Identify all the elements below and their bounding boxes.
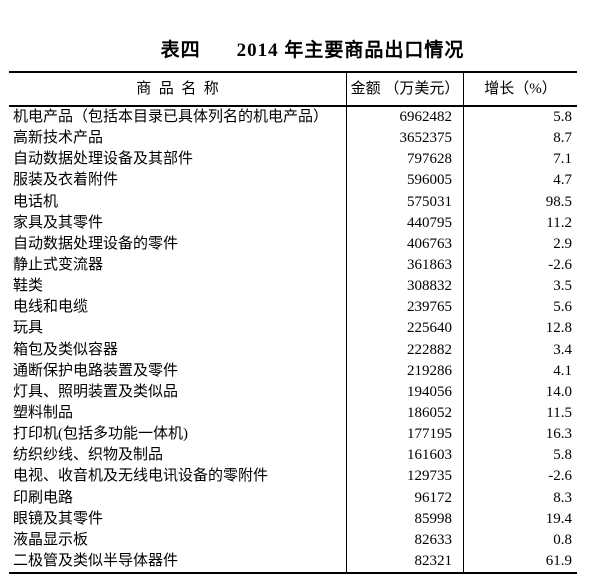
commodity-name-cell: 电话机 [9, 191, 347, 213]
table-row: 液晶显示板 82633 0.8 [9, 529, 577, 551]
amount-cell: 6962482 [347, 107, 464, 129]
table-title: 表四 2014 年主要商品出口情况 [0, 13, 602, 84]
header-amount: 金额 （万美元） [347, 73, 464, 105]
amount-cell: 596005 [347, 170, 464, 192]
table-row: 机电产品（包括本目录已具体列名的机电产品） 6962482 5.8 [9, 107, 577, 129]
commodity-name-cell: 静止式变流器 [9, 254, 347, 277]
amount-cell: 797628 [347, 149, 464, 171]
commodity-name-cell: 通断保护电路装置及零件 [9, 360, 347, 382]
amount-cell: 225640 [347, 318, 464, 340]
growth-cell: 19.4 [545, 510, 572, 527]
amount-cell: 129735 [347, 466, 464, 488]
table-row: 鞋类 308832 3.5 [9, 276, 577, 298]
growth-cell: 12.8 [545, 320, 572, 337]
growth-cell: 8.7 [553, 130, 572, 147]
commodity-name-cell: 服装及衣着附件 [9, 170, 347, 192]
header-commodity-name: 商 品 名 称 [9, 73, 347, 105]
table-row: 二极管及类似半导体器件 82321 61.9 [9, 550, 577, 573]
commodity-name-cell: 高新技术产品 [9, 128, 347, 150]
commodity-name-cell: 眼镜及其零件 [9, 508, 347, 530]
growth-cell: 5.6 [553, 299, 572, 316]
amount-cell: 161603 [347, 445, 464, 467]
table-row: 塑料制品 186052 11.5 [9, 402, 577, 425]
table-number-label: 表四 [160, 40, 201, 61]
commodity-name-cell: 二极管及类似半导体器件 [9, 550, 347, 573]
table-body: 机电产品（包括本目录已具体列名的机电产品） 6962482 5.8 高新技术产品… [9, 107, 577, 573]
table-row: 印刷电路 96172 8.3 [9, 487, 577, 509]
commodity-name-cell: 箱包及类似容器 [9, 339, 347, 361]
growth-cell: 61.9 [545, 553, 572, 570]
table-row: 灯具、照明装置及类似品 194056 14.0 [9, 381, 577, 403]
amount-cell: 3652375 [347, 128, 464, 150]
commodity-name-cell: 鞋类 [9, 276, 347, 298]
commodity-name-cell: 纺织纱线、织物及制品 [9, 445, 347, 467]
amount-cell: 406763 [347, 233, 464, 255]
table-header-row: 商 品 名 称 金额 （万美元） 增长（%） [9, 73, 577, 107]
commodity-name-cell: 玩具 [9, 318, 347, 340]
amount-cell: 239765 [347, 297, 464, 319]
amount-cell: 96172 [347, 487, 464, 509]
growth-cell: -2.6 [548, 468, 572, 485]
table-title-text: 2014 年主要商品出口情况 [236, 40, 465, 61]
growth-cell: 98.5 [545, 193, 572, 210]
table-row: 家具及其零件 440795 11.2 [9, 212, 577, 234]
table-row: 高新技术产品 3652375 8.7 [9, 128, 577, 150]
amount-cell: 222882 [347, 339, 464, 361]
growth-cell: 16.3 [545, 426, 572, 443]
commodity-name-cell: 液晶显示板 [9, 529, 347, 551]
growth-cell: 11.5 [546, 405, 572, 422]
commodity-name-cell: 打印机(包括多功能一体机) [9, 424, 347, 446]
growth-cell: 3.5 [553, 278, 572, 295]
table-row: 电视、收音机及无线电讯设备的零附件 129735 -2.6 [9, 466, 577, 488]
commodity-name-cell: 自动数据处理设备的零件 [9, 233, 347, 255]
table-row: 电话机 575031 98.5 [9, 191, 577, 213]
growth-cell: 8.3 [553, 489, 572, 506]
amount-cell: 85998 [347, 508, 464, 530]
amount-cell: 82633 [347, 529, 464, 551]
table-row: 自动数据处理设备及其部件 797628 7.1 [9, 149, 577, 171]
growth-cell: 3.4 [553, 341, 572, 358]
commodity-name-cell: 塑料制品 [9, 402, 347, 425]
table-row: 自动数据处理设备的零件 406763 2.9 [9, 233, 577, 255]
growth-cell: 0.8 [553, 531, 572, 548]
amount-cell: 194056 [347, 381, 464, 403]
amount-cell: 219286 [347, 360, 464, 382]
table-row: 箱包及类似容器 222882 3.4 [9, 339, 577, 361]
amount-cell: 575031 [347, 191, 464, 213]
growth-cell: 7.1 [553, 151, 572, 168]
export-commodities-table: 商 品 名 称 金额 （万美元） 增长（%） 机电产品（包括本目录已具体列名的机… [9, 71, 577, 574]
table-row: 服装及衣着附件 596005 4.7 [9, 170, 577, 192]
growth-cell: 5.8 [553, 109, 572, 126]
amount-cell: 177195 [347, 424, 464, 446]
commodity-name-cell: 电线和电缆 [9, 297, 347, 319]
growth-cell: 14.0 [545, 383, 572, 400]
table-row: 电线和电缆 239765 5.6 [9, 297, 577, 319]
commodity-name-cell: 自动数据处理设备及其部件 [9, 149, 347, 171]
commodity-name-cell: 机电产品（包括本目录已具体列名的机电产品） [9, 107, 347, 129]
amount-cell: 186052 [347, 402, 464, 425]
amount-cell: 440795 [347, 212, 464, 234]
table-row: 玩具 225640 12.8 [9, 318, 577, 340]
table-row: 静止式变流器 361863 -2.6 [9, 254, 577, 277]
table-row: 通断保护电路装置及零件 219286 4.1 [9, 360, 577, 382]
amount-cell: 361863 [347, 254, 464, 277]
growth-cell: 4.1 [553, 362, 572, 379]
commodity-name-cell: 电视、收音机及无线电讯设备的零附件 [9, 466, 347, 488]
commodity-name-cell: 家具及其零件 [9, 212, 347, 234]
table-row: 眼镜及其零件 85998 19.4 [9, 508, 577, 530]
commodity-name-cell: 印刷电路 [9, 487, 347, 509]
header-growth: 增长（%） [484, 80, 557, 97]
growth-cell: 5.8 [553, 447, 572, 464]
amount-cell: 82321 [347, 550, 464, 573]
table-row: 打印机(包括多功能一体机) 177195 16.3 [9, 424, 577, 446]
growth-cell: 2.9 [553, 235, 572, 252]
growth-cell: 4.7 [553, 172, 572, 189]
growth-cell: -2.6 [548, 257, 572, 274]
table-row: 纺织纱线、织物及制品 161603 5.8 [9, 445, 577, 467]
amount-cell: 308832 [347, 276, 464, 298]
growth-cell: 11.2 [546, 214, 572, 231]
commodity-name-cell: 灯具、照明装置及类似品 [9, 381, 347, 403]
